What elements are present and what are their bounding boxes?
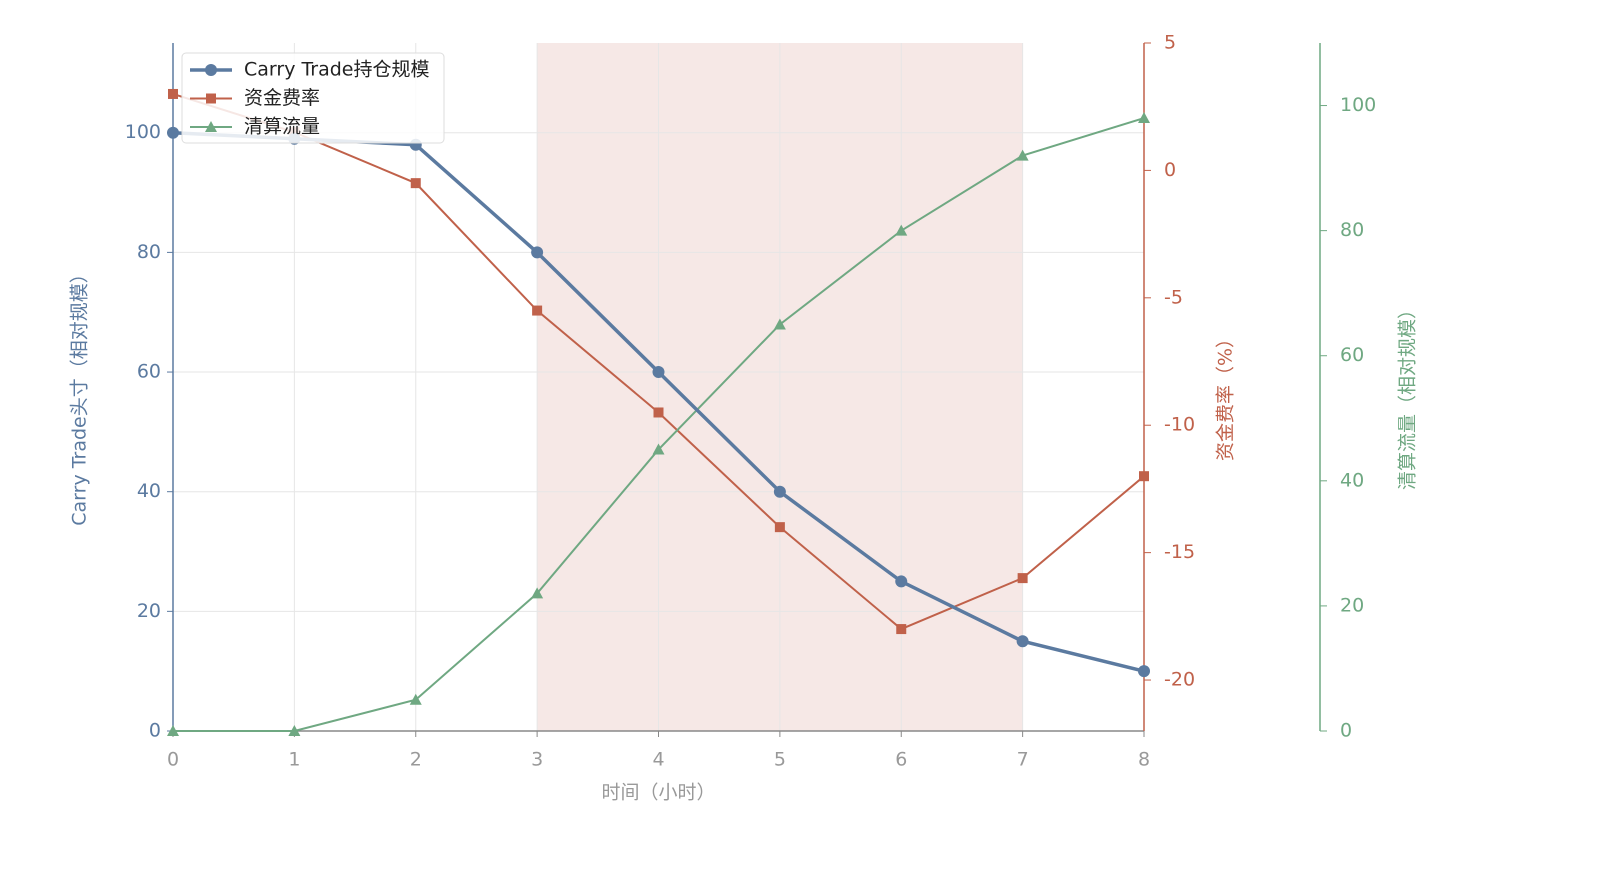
y3-tick-label: 60 — [1340, 344, 1364, 366]
point — [410, 178, 421, 189]
legend-label: 资金费率 — [244, 87, 320, 109]
y2-tick-label: -5 — [1164, 286, 1183, 308]
y2-tick-label: -10 — [1164, 414, 1195, 436]
point — [895, 575, 908, 588]
y-tick-label: 80 — [137, 241, 161, 263]
point — [896, 624, 907, 635]
x-tick-label: 4 — [652, 749, 664, 771]
y-axis-label: Carry Trade头寸（相对规模） — [69, 264, 91, 526]
y-tick-label: 20 — [137, 600, 161, 622]
point — [1017, 573, 1028, 584]
point — [1138, 112, 1150, 124]
point — [1138, 665, 1150, 678]
y3-tick-label: 40 — [1340, 469, 1364, 491]
y3-tick-label: 100 — [1340, 94, 1376, 116]
point — [168, 88, 178, 99]
x-axis-label: 时间（小时） — [601, 782, 715, 804]
point — [532, 305, 543, 316]
y2-axis-label: 资金费率（%） — [1215, 329, 1237, 461]
point — [773, 485, 786, 498]
point — [652, 443, 665, 455]
y3-tick-label: 0 — [1340, 720, 1352, 742]
point — [1016, 635, 1029, 648]
point — [205, 64, 217, 76]
point — [206, 93, 216, 104]
point — [531, 587, 544, 599]
legend-box — [181, 52, 445, 144]
y-tick-label: 100 — [125, 121, 161, 143]
x-tick-label: 6 — [895, 749, 907, 771]
point — [167, 126, 179, 139]
legend-label: 清算流量 — [244, 116, 320, 138]
point — [167, 725, 179, 736]
y-tick-label: 40 — [137, 480, 161, 502]
point — [531, 246, 544, 259]
point — [653, 407, 664, 418]
y-tick-label: 0 — [149, 720, 161, 742]
y2-tick-label: 5 — [1164, 32, 1176, 54]
x-tick-label: 1 — [288, 749, 300, 771]
x-tick-label: 7 — [1017, 749, 1029, 771]
y3-tick-label: 20 — [1340, 594, 1364, 616]
y3-tick-label: 80 — [1340, 219, 1364, 241]
point — [773, 318, 786, 330]
y2-tick-label: -20 — [1164, 669, 1195, 691]
x-tick-label: 2 — [410, 749, 422, 771]
y2-tick-label: 0 — [1164, 159, 1176, 181]
point — [409, 693, 422, 705]
y3-axis-label: 清算流量（相对规模） — [1397, 300, 1419, 490]
legend-label: Carry Trade持仓规模 — [244, 59, 430, 81]
x-tick-label: 5 — [774, 749, 786, 771]
point — [288, 725, 301, 736]
point — [895, 224, 908, 236]
point — [774, 522, 785, 533]
x-tick-label: 0 — [167, 749, 179, 771]
point — [652, 366, 665, 379]
y2-tick-label: -15 — [1164, 541, 1195, 563]
point — [205, 121, 217, 132]
y-tick-label: 60 — [137, 361, 161, 383]
point — [1016, 149, 1029, 161]
x-tick-label: 8 — [1138, 749, 1150, 771]
x-tick-label: 3 — [531, 749, 543, 771]
point — [1139, 471, 1149, 482]
